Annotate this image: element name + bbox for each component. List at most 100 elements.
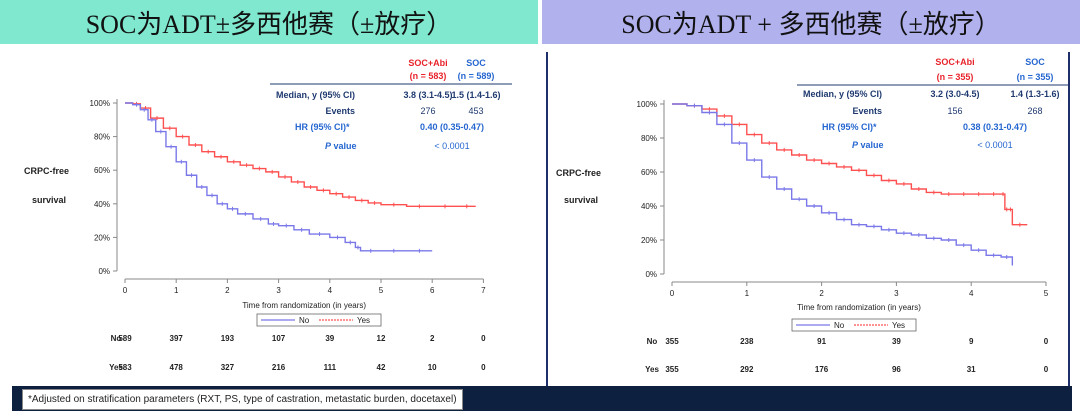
x-tick-label: 2: [819, 289, 824, 298]
risk-count: 583: [118, 363, 132, 372]
risk-group-label: No: [647, 337, 658, 346]
x-axis-title: Time from randomization (in years): [242, 301, 366, 310]
footnote: *Adjusted on stratification parameters (…: [22, 389, 463, 410]
header-left: SOC为ADT±多西他赛（±放疗）: [0, 0, 538, 44]
stats-row-value-soc-abi: 3.2 (3.0-4.5): [930, 89, 979, 99]
legend-label-no: No: [834, 321, 845, 330]
hr-label: HR (95% CI)*: [822, 122, 877, 132]
x-tick-label: 1: [174, 286, 179, 295]
stats-col2-name: SOC: [1025, 57, 1045, 67]
legend-label-yes: Yes: [892, 321, 905, 330]
y-tick-label: 20%: [94, 233, 110, 242]
x-axis-title: Time from randomization (in years): [797, 303, 921, 312]
x-tick-label: 5: [1044, 289, 1049, 298]
km-curve-yes: [125, 102, 476, 208]
y-axis-title-line1: CRPC-free: [24, 166, 69, 176]
x-tick-label: 2: [225, 286, 230, 295]
y-tick-label: 40%: [94, 200, 110, 209]
km-curve-no: [672, 103, 1014, 266]
stats-col1-n: (n = 583): [410, 71, 447, 81]
risk-count: 327: [221, 363, 235, 372]
risk-count: 292: [740, 365, 754, 374]
stats-row-value-soc: 268: [1027, 106, 1042, 116]
x-tick-label: 7: [481, 286, 486, 295]
risk-count: 39: [325, 334, 334, 343]
x-tick-label: 0: [123, 286, 128, 295]
risk-group-label: Yes: [645, 365, 659, 374]
p-label: P value: [852, 140, 884, 150]
stats-row-label: Median, y (95% CI): [803, 89, 882, 99]
legend-label-yes: Yes: [357, 316, 370, 325]
y-axis-title-line1: CRPC-free: [556, 168, 601, 178]
stats-row-value-soc-abi: 276: [420, 106, 435, 116]
risk-count: 10: [428, 363, 437, 372]
y-tick-label: 20%: [641, 236, 657, 245]
stats-row-value-soc: 1.4 (1.3-1.6): [1010, 89, 1059, 99]
stats-row-value-soc-abi: 3.8 (3.1-4.5): [403, 90, 452, 100]
x-tick-label: 6: [430, 286, 435, 295]
stats-row-label: Events: [852, 106, 882, 116]
y-tick-label: 80%: [94, 133, 110, 142]
risk-count: 355: [665, 365, 679, 374]
y-tick-label: 100%: [637, 100, 657, 109]
hr-label: HR (95% CI)*: [295, 122, 350, 132]
stats-col1-n: (n = 355): [937, 72, 974, 82]
x-tick-label: 4: [328, 286, 333, 295]
risk-count: 397: [170, 334, 184, 343]
stats-col2-n: (n = 589): [458, 71, 495, 81]
risk-count: 31: [967, 365, 976, 374]
risk-group-label: Yes: [109, 363, 123, 372]
risk-count: 238: [740, 337, 754, 346]
p-label-italic: P: [325, 141, 332, 151]
x-tick-label: 5: [379, 286, 384, 295]
risk-count: 589: [118, 334, 132, 343]
stats-col1-name: SOC+Abi: [935, 57, 974, 67]
stats-row-value-soc-abi: 156: [947, 106, 962, 116]
p-label-rest: value: [331, 141, 357, 151]
risk-count: 2: [430, 334, 435, 343]
y-tick-label: 60%: [641, 168, 657, 177]
y-tick-label: 100%: [90, 99, 110, 108]
y-axis-title-line2: survival: [564, 195, 598, 205]
stats-col2-n: (n = 355): [1017, 72, 1054, 82]
stats-row-label: Median, y (95% CI): [276, 90, 355, 100]
y-tick-label: 0%: [645, 270, 657, 279]
header-right-title: SOC为ADT + 多西他赛（±放疗）: [621, 9, 1001, 39]
y-tick-label: 0%: [98, 267, 110, 276]
y-tick-label: 80%: [641, 134, 657, 143]
p-label-rest: value: [858, 140, 884, 150]
risk-count: 216: [272, 363, 286, 372]
risk-count: 0: [481, 363, 486, 372]
legend-label-no: No: [299, 316, 310, 325]
risk-group-label: No: [111, 334, 122, 343]
risk-count: 12: [377, 334, 386, 343]
risk-count: 42: [377, 363, 386, 372]
risk-count: 478: [170, 363, 184, 372]
stats-col1-name: SOC+Abi: [408, 58, 447, 68]
header-left-title: SOC为ADT±多西他赛（±放疗）: [85, 9, 453, 39]
x-tick-label: 3: [894, 289, 899, 298]
p-value: < 0.0001: [977, 140, 1012, 150]
risk-count: 91: [817, 337, 826, 346]
risk-count: 39: [892, 337, 901, 346]
risk-count: 107: [272, 334, 286, 343]
header-right: SOC为ADT + 多西他赛（±放疗）: [542, 0, 1080, 44]
risk-count: 176: [815, 365, 829, 374]
p-value: < 0.0001: [434, 141, 469, 151]
x-tick-label: 3: [276, 286, 281, 295]
km-curve-yes: [672, 103, 1028, 226]
km-panel-left: 0% 20% 40% 60% 80% 100% 0 1 2 3 4 5 6 7 Time from rand…: [12, 52, 538, 386]
km-chart-right: 0% 20% 40% 60% 80% 100% 0 1 2 3 4 5 Time from random…: [556, 57, 1068, 374]
y-tick-label: 60%: [94, 166, 110, 175]
x-tick-label: 4: [969, 289, 974, 298]
stats-row-value-soc: 453: [468, 106, 483, 116]
hr-value: 0.38 (0.31-0.47): [963, 122, 1027, 132]
x-tick-label: 1: [745, 289, 750, 298]
risk-count: 0: [1044, 365, 1049, 374]
stats-row-label: Events: [325, 106, 355, 116]
p-label: P value: [325, 141, 357, 151]
y-axis-title-line2: survival: [32, 195, 66, 205]
stats-row-value-soc: 1.5 (1.4-1.6): [451, 90, 500, 100]
risk-count: 9: [969, 337, 974, 346]
